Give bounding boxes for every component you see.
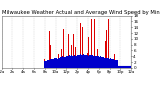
Text: Milwaukee Weather Actual and Average Wind Speed by Minute mph (Last 24 Hours): Milwaukee Weather Actual and Average Win… xyxy=(2,10,160,15)
